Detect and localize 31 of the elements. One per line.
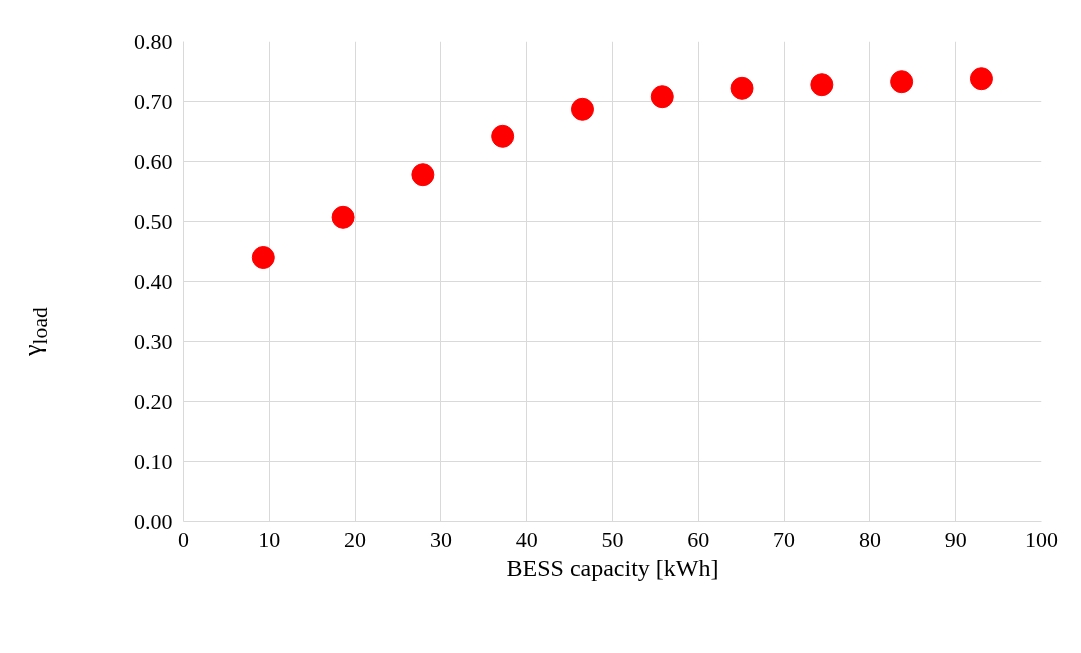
point xyxy=(969,67,993,91)
x-tick-label: 50 xyxy=(601,526,624,552)
point xyxy=(650,85,674,109)
y-tick-label: 0.30 xyxy=(134,328,173,354)
point xyxy=(570,97,594,121)
point xyxy=(810,73,834,97)
y-tick-label: 0.00 xyxy=(134,508,173,534)
point xyxy=(730,76,754,100)
x-tick-label: 10 xyxy=(258,526,281,552)
y-tick-label: 0.50 xyxy=(134,208,173,234)
x-tick-label: 60 xyxy=(687,526,710,552)
y-tick-label: 0.20 xyxy=(134,388,173,414)
x-tick-label: 30 xyxy=(429,526,452,552)
y-tick-label: 0.80 xyxy=(134,28,173,54)
point xyxy=(411,163,435,187)
point xyxy=(491,124,515,148)
x-tick-label: 80 xyxy=(858,526,881,552)
y-tick-label: 0.60 xyxy=(134,148,173,174)
x-axis-title: BESS capacity [kWh] xyxy=(506,554,719,581)
point xyxy=(331,205,355,229)
x-tick-label: 90 xyxy=(944,526,967,552)
x-tick-label: 70 xyxy=(773,526,796,552)
point xyxy=(890,70,914,94)
y-tick-label: 0.10 xyxy=(134,448,173,474)
y-tick-label: 0.70 xyxy=(134,88,173,114)
point xyxy=(251,246,275,269)
x-tick-label: 20 xyxy=(344,526,367,552)
x-tick-label: 0 xyxy=(178,526,189,552)
x-tick-label: 100 xyxy=(1025,526,1058,552)
y-tick-label: 0.40 xyxy=(134,268,173,294)
x-tick-label: 40 xyxy=(515,526,538,552)
